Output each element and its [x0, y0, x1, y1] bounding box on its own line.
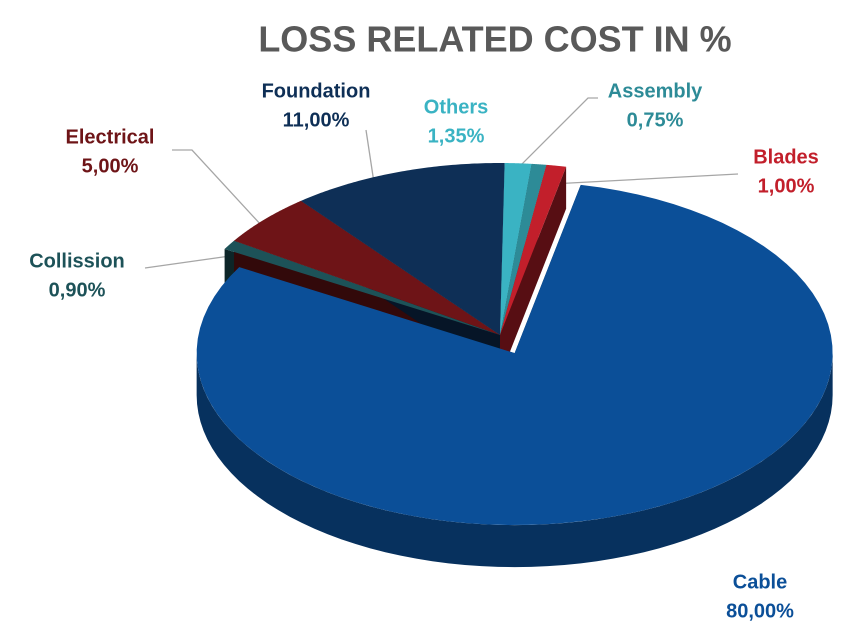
slice-value-label: 5,00% [82, 155, 139, 177]
slice-side [500, 166, 567, 377]
chart-title: LOSS RELATED COST IN % [258, 19, 731, 60]
slice-value-label: 0,75% [627, 109, 684, 131]
slice-label: Assembly [608, 80, 703, 102]
slice [234, 200, 500, 335]
leader-line [499, 97, 598, 187]
slice-value-label: 1,00% [758, 175, 815, 197]
slice [500, 164, 567, 335]
labels: Cable 80,00% Collission 0,90% Electrical 5,00… [29, 80, 819, 622]
slice-label: Others [424, 96, 488, 118]
slice [196, 184, 833, 526]
slice-label: Blades [753, 146, 819, 168]
slice [500, 163, 532, 335]
slice-label: Collission [29, 250, 125, 272]
slice-label: Electrical [66, 126, 155, 148]
pie [196, 163, 833, 568]
leader-line [172, 149, 263, 227]
slice [500, 163, 547, 335]
slice-value-label: 80,00% [726, 600, 794, 622]
slice-label: Foundation [262, 80, 371, 102]
slice-value-label: 0,90% [49, 279, 106, 301]
leader-line [144, 255, 231, 269]
slice-wall [196, 353, 833, 568]
slice [224, 240, 500, 335]
slice-value-label: 11,00% [283, 109, 350, 131]
slice [300, 163, 505, 335]
slice-value-label: 1,35% [428, 125, 485, 147]
slice-label: Cable [733, 571, 787, 593]
